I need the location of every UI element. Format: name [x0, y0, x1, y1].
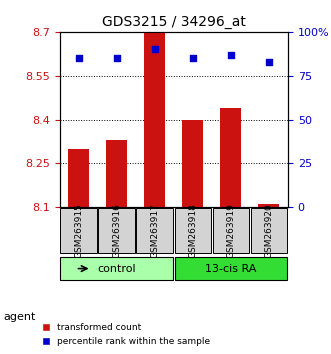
Bar — [68, 149, 89, 207]
Bar — [220, 108, 241, 207]
Bar — [144, 32, 165, 207]
Bar — [98, 208, 135, 253]
Text: GSM263916: GSM263916 — [112, 203, 121, 258]
Bar — [251, 208, 287, 253]
Legend: transformed count, percentile rank within the sample: transformed count, percentile rank withi… — [38, 320, 214, 349]
Text: GSM263918: GSM263918 — [188, 203, 197, 258]
Point — [266, 59, 271, 64]
Bar — [213, 208, 249, 253]
Text: 13-cis RA: 13-cis RA — [205, 264, 257, 274]
Point — [190, 55, 195, 61]
Bar — [136, 208, 173, 253]
Text: control: control — [97, 264, 136, 274]
Text: GSM263919: GSM263919 — [226, 203, 235, 258]
Bar — [60, 257, 173, 280]
Bar — [106, 140, 127, 207]
Text: GSM263917: GSM263917 — [150, 203, 159, 258]
Point — [114, 55, 119, 61]
Bar — [60, 208, 97, 253]
Bar — [259, 204, 279, 207]
Text: agent: agent — [3, 312, 36, 322]
Bar — [174, 208, 211, 253]
Text: GSM263920: GSM263920 — [264, 203, 273, 258]
Bar — [182, 120, 203, 207]
Title: GDS3215 / 34296_at: GDS3215 / 34296_at — [102, 16, 246, 29]
Text: GSM263915: GSM263915 — [74, 203, 83, 258]
Bar — [174, 257, 287, 280]
Point — [76, 55, 81, 61]
Point — [152, 47, 158, 52]
Point — [228, 52, 234, 57]
